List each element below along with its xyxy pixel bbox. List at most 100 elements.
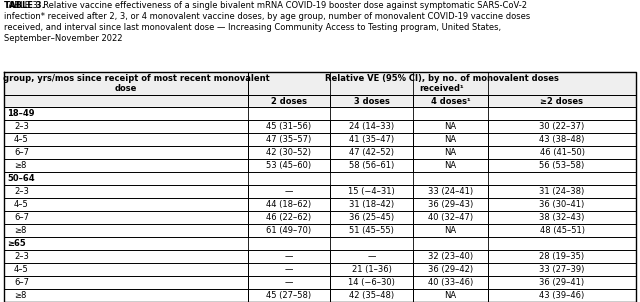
Polygon shape	[248, 198, 330, 211]
Text: Relative VE (95% CI), by no. of monovalent doses
received¹: Relative VE (95% CI), by no. of monovale…	[325, 74, 559, 93]
Text: 31 (24–38): 31 (24–38)	[540, 187, 584, 196]
Polygon shape	[4, 172, 636, 185]
Text: 32 (23–40): 32 (23–40)	[428, 252, 473, 261]
Polygon shape	[4, 185, 248, 198]
Polygon shape	[413, 211, 488, 224]
Text: ≥8: ≥8	[14, 291, 26, 300]
Polygon shape	[248, 276, 330, 289]
Text: 30 (22–37): 30 (22–37)	[540, 122, 584, 131]
Polygon shape	[413, 95, 488, 107]
Text: ≥2 doses: ≥2 doses	[541, 97, 584, 105]
Polygon shape	[248, 224, 330, 237]
Text: NA: NA	[444, 226, 456, 235]
Polygon shape	[488, 133, 636, 146]
Text: 4–5: 4–5	[14, 135, 29, 144]
Polygon shape	[248, 263, 330, 276]
Text: 2–3: 2–3	[14, 122, 29, 131]
Text: 53 (45–60): 53 (45–60)	[266, 161, 312, 170]
Polygon shape	[413, 276, 488, 289]
Polygon shape	[330, 133, 413, 146]
Polygon shape	[330, 224, 413, 237]
Polygon shape	[4, 276, 248, 289]
Polygon shape	[488, 263, 636, 276]
Polygon shape	[4, 72, 248, 95]
Text: 33 (24–41): 33 (24–41)	[428, 187, 473, 196]
Polygon shape	[4, 250, 248, 263]
Text: 15 (−4–31): 15 (−4–31)	[348, 187, 395, 196]
Text: 46 (22–62): 46 (22–62)	[266, 213, 312, 222]
Polygon shape	[488, 146, 636, 159]
Text: —: —	[285, 278, 293, 287]
Text: TABLE 3.: TABLE 3.	[4, 1, 45, 10]
Text: 46 (41–50): 46 (41–50)	[540, 148, 584, 157]
Text: ≥8: ≥8	[14, 226, 26, 235]
Text: 2–3: 2–3	[14, 187, 29, 196]
Polygon shape	[4, 263, 248, 276]
Polygon shape	[248, 159, 330, 172]
Polygon shape	[413, 185, 488, 198]
Polygon shape	[413, 224, 488, 237]
Polygon shape	[488, 185, 636, 198]
Text: 4–5: 4–5	[14, 265, 29, 274]
Text: 40 (33–46): 40 (33–46)	[428, 278, 473, 287]
Polygon shape	[413, 263, 488, 276]
Text: 28 (19–35): 28 (19–35)	[540, 252, 584, 261]
Polygon shape	[4, 211, 248, 224]
Text: 21 (1–36): 21 (1–36)	[351, 265, 392, 274]
Text: NA: NA	[444, 148, 456, 157]
Text: 36 (30–41): 36 (30–41)	[540, 200, 584, 209]
Text: 2–3: 2–3	[14, 252, 29, 261]
Text: ≥8: ≥8	[14, 161, 26, 170]
Polygon shape	[330, 263, 413, 276]
Polygon shape	[4, 289, 248, 302]
Polygon shape	[330, 159, 413, 172]
Polygon shape	[488, 276, 636, 289]
Text: 18–49: 18–49	[7, 109, 35, 118]
Polygon shape	[488, 250, 636, 263]
Text: 45 (31–56): 45 (31–56)	[266, 122, 312, 131]
Text: 36 (29–43): 36 (29–43)	[428, 200, 473, 209]
Text: 4 doses¹: 4 doses¹	[431, 97, 470, 105]
Polygon shape	[248, 133, 330, 146]
Text: 2 doses: 2 doses	[271, 97, 307, 105]
Text: 51 (45–55): 51 (45–55)	[349, 226, 394, 235]
Polygon shape	[413, 198, 488, 211]
Polygon shape	[330, 276, 413, 289]
Text: 24 (14–33): 24 (14–33)	[349, 122, 394, 131]
Polygon shape	[4, 133, 248, 146]
Polygon shape	[330, 185, 413, 198]
Text: —: —	[285, 265, 293, 274]
Text: 61 (49–70): 61 (49–70)	[266, 226, 312, 235]
Text: 6–7: 6–7	[14, 213, 29, 222]
Polygon shape	[413, 146, 488, 159]
Polygon shape	[248, 250, 330, 263]
Text: 41 (35–47): 41 (35–47)	[349, 135, 394, 144]
Text: 33 (27–39): 33 (27–39)	[540, 265, 585, 274]
Polygon shape	[330, 95, 413, 107]
Polygon shape	[4, 224, 248, 237]
Text: 58 (56–61): 58 (56–61)	[349, 161, 394, 170]
Text: 6–7: 6–7	[14, 148, 29, 157]
Text: NA: NA	[444, 122, 456, 131]
Text: 47 (42–52): 47 (42–52)	[349, 148, 394, 157]
Polygon shape	[488, 198, 636, 211]
Polygon shape	[330, 146, 413, 159]
Polygon shape	[488, 120, 636, 133]
Text: 36 (25–45): 36 (25–45)	[349, 213, 394, 222]
Polygon shape	[488, 95, 636, 107]
Text: 42 (30–52): 42 (30–52)	[266, 148, 312, 157]
Text: 45 (27–58): 45 (27–58)	[266, 291, 312, 300]
Polygon shape	[4, 198, 248, 211]
Polygon shape	[413, 159, 488, 172]
Text: —: —	[367, 252, 376, 261]
Text: 40 (32–47): 40 (32–47)	[428, 213, 473, 222]
Polygon shape	[488, 289, 636, 302]
Text: —: —	[285, 252, 293, 261]
Text: 43 (38–48): 43 (38–48)	[540, 135, 585, 144]
Polygon shape	[4, 107, 636, 120]
Text: 43 (39–46): 43 (39–46)	[540, 291, 584, 300]
Text: 36 (29–42): 36 (29–42)	[428, 265, 473, 274]
Polygon shape	[330, 211, 413, 224]
Text: 4–5: 4–5	[14, 200, 29, 209]
Text: 44 (18–62): 44 (18–62)	[266, 200, 312, 209]
